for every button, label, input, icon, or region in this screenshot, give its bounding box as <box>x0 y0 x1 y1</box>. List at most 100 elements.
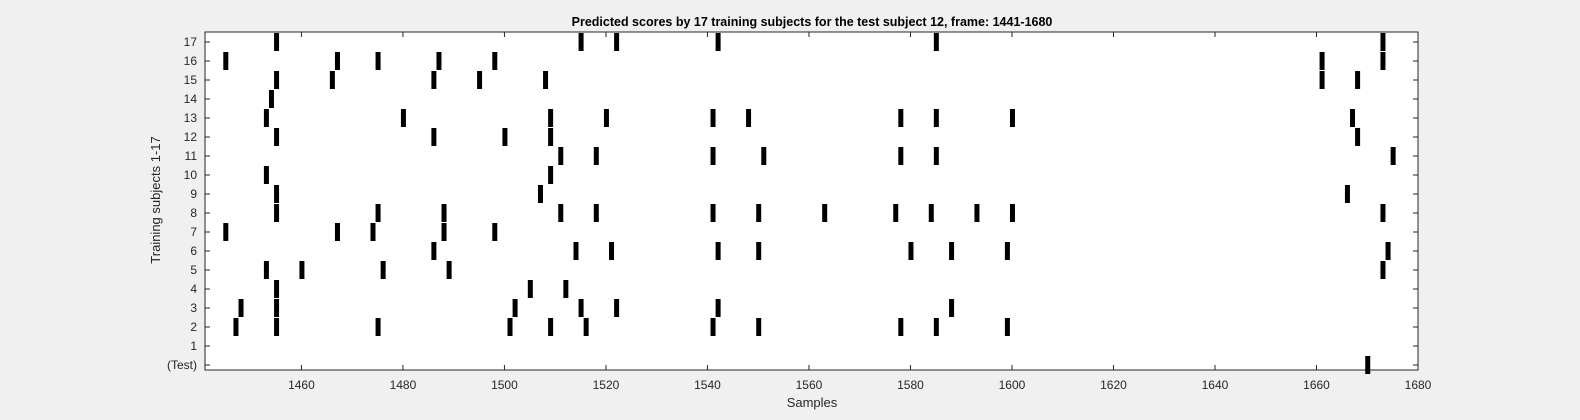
plot-area <box>204 31 1419 371</box>
event-mark <box>274 318 280 336</box>
event-mark <box>370 223 376 241</box>
event-mark <box>558 147 564 165</box>
event-mark <box>715 299 721 317</box>
event-mark <box>274 299 280 317</box>
event-mark <box>949 299 955 317</box>
y-tick-label: (Test) <box>167 358 197 372</box>
event-mark <box>1380 33 1386 51</box>
x-tick-label: 1560 <box>796 378 823 392</box>
event-mark <box>223 223 229 241</box>
event-mark <box>761 147 767 165</box>
event-mark <box>274 185 280 203</box>
event-mark <box>274 280 280 298</box>
x-axis-ticks: 1460 1480 1500 1520 1540 1560 1580 1600 1620 1640… <box>288 32 1432 392</box>
event-mark <box>583 318 589 336</box>
x-tick-label: 1620 <box>1100 378 1127 392</box>
event-mark <box>334 52 340 70</box>
x-tick-label: 1540 <box>694 378 721 392</box>
event-mark <box>329 71 335 89</box>
event-mark <box>1390 147 1396 165</box>
event-mark <box>492 223 498 241</box>
event-mark <box>431 71 437 89</box>
event-mark <box>436 52 442 70</box>
event-mark <box>578 299 584 317</box>
y-tick-label: 6 <box>190 244 197 258</box>
event-mark <box>1004 318 1010 336</box>
event-mark <box>893 204 899 222</box>
y-tick-label: 9 <box>190 187 197 201</box>
event-mark <box>822 204 828 222</box>
event-mark <box>477 71 483 89</box>
event-mark <box>548 109 554 127</box>
event-mark <box>710 318 716 336</box>
event-mark <box>263 166 269 184</box>
event-mark <box>1004 242 1010 260</box>
event-mark <box>274 33 280 51</box>
event-mark <box>507 318 513 336</box>
event-mark <box>233 318 239 336</box>
event-mark <box>441 204 447 222</box>
event-mark <box>375 204 381 222</box>
event-mark <box>1355 71 1361 89</box>
y-tick-label: 16 <box>184 54 198 68</box>
event-mark <box>609 242 615 260</box>
event-mark <box>974 204 980 222</box>
event-mark <box>949 242 955 260</box>
event-mark <box>614 299 620 317</box>
event-marks <box>223 33 1396 374</box>
event-mark <box>375 318 381 336</box>
event-mark <box>431 242 437 260</box>
event-mark <box>563 280 569 298</box>
y-axis-label: Training subjects 1-17 <box>148 136 163 263</box>
event-mark <box>1365 356 1371 374</box>
event-mark <box>334 223 340 241</box>
event-mark <box>898 109 904 127</box>
event-mark <box>933 318 939 336</box>
event-mark <box>1380 204 1386 222</box>
event-mark <box>933 109 939 127</box>
event-mark <box>263 109 269 127</box>
x-tick-label: 1480 <box>390 378 417 392</box>
y-tick-label: 2 <box>190 320 197 334</box>
y-tick-label: 1 <box>190 339 197 353</box>
event-mark <box>1009 204 1015 222</box>
x-tick-label: 1680 <box>1405 378 1432 392</box>
y-tick-label: 11 <box>185 149 198 163</box>
event-mark <box>1319 52 1325 70</box>
event-mark <box>593 147 599 165</box>
event-mark <box>593 204 599 222</box>
x-tick-label: 1500 <box>491 378 518 392</box>
event-mark <box>527 280 533 298</box>
event-mark <box>537 185 543 203</box>
event-mark <box>512 299 518 317</box>
event-mark <box>928 204 934 222</box>
event-mark <box>715 33 721 51</box>
event-mark <box>1355 128 1361 146</box>
event-mark <box>238 299 244 317</box>
event-mark <box>603 109 609 127</box>
x-tick-label: 1660 <box>1303 378 1330 392</box>
chart-title: Predicted scores by 17 training subjects… <box>572 15 1053 29</box>
event-mark <box>431 128 437 146</box>
event-mark <box>502 128 508 146</box>
event-mark <box>1380 261 1386 279</box>
event-mark <box>446 261 452 279</box>
event-mark <box>1385 242 1391 260</box>
y-tick-label: 5 <box>190 263 197 277</box>
event-mark <box>548 318 554 336</box>
event-mark <box>1009 109 1015 127</box>
event-mark <box>898 147 904 165</box>
event-mark <box>898 318 904 336</box>
event-mark <box>492 52 498 70</box>
event-mark <box>274 204 280 222</box>
event-mark <box>268 90 274 108</box>
y-tick-label: 12 <box>184 130 198 144</box>
event-mark <box>578 33 584 51</box>
x-tick-label: 1640 <box>1202 378 1229 392</box>
event-mark <box>441 223 447 241</box>
event-mark <box>223 52 229 70</box>
x-tick-label: 1520 <box>593 378 620 392</box>
event-mark <box>263 261 269 279</box>
